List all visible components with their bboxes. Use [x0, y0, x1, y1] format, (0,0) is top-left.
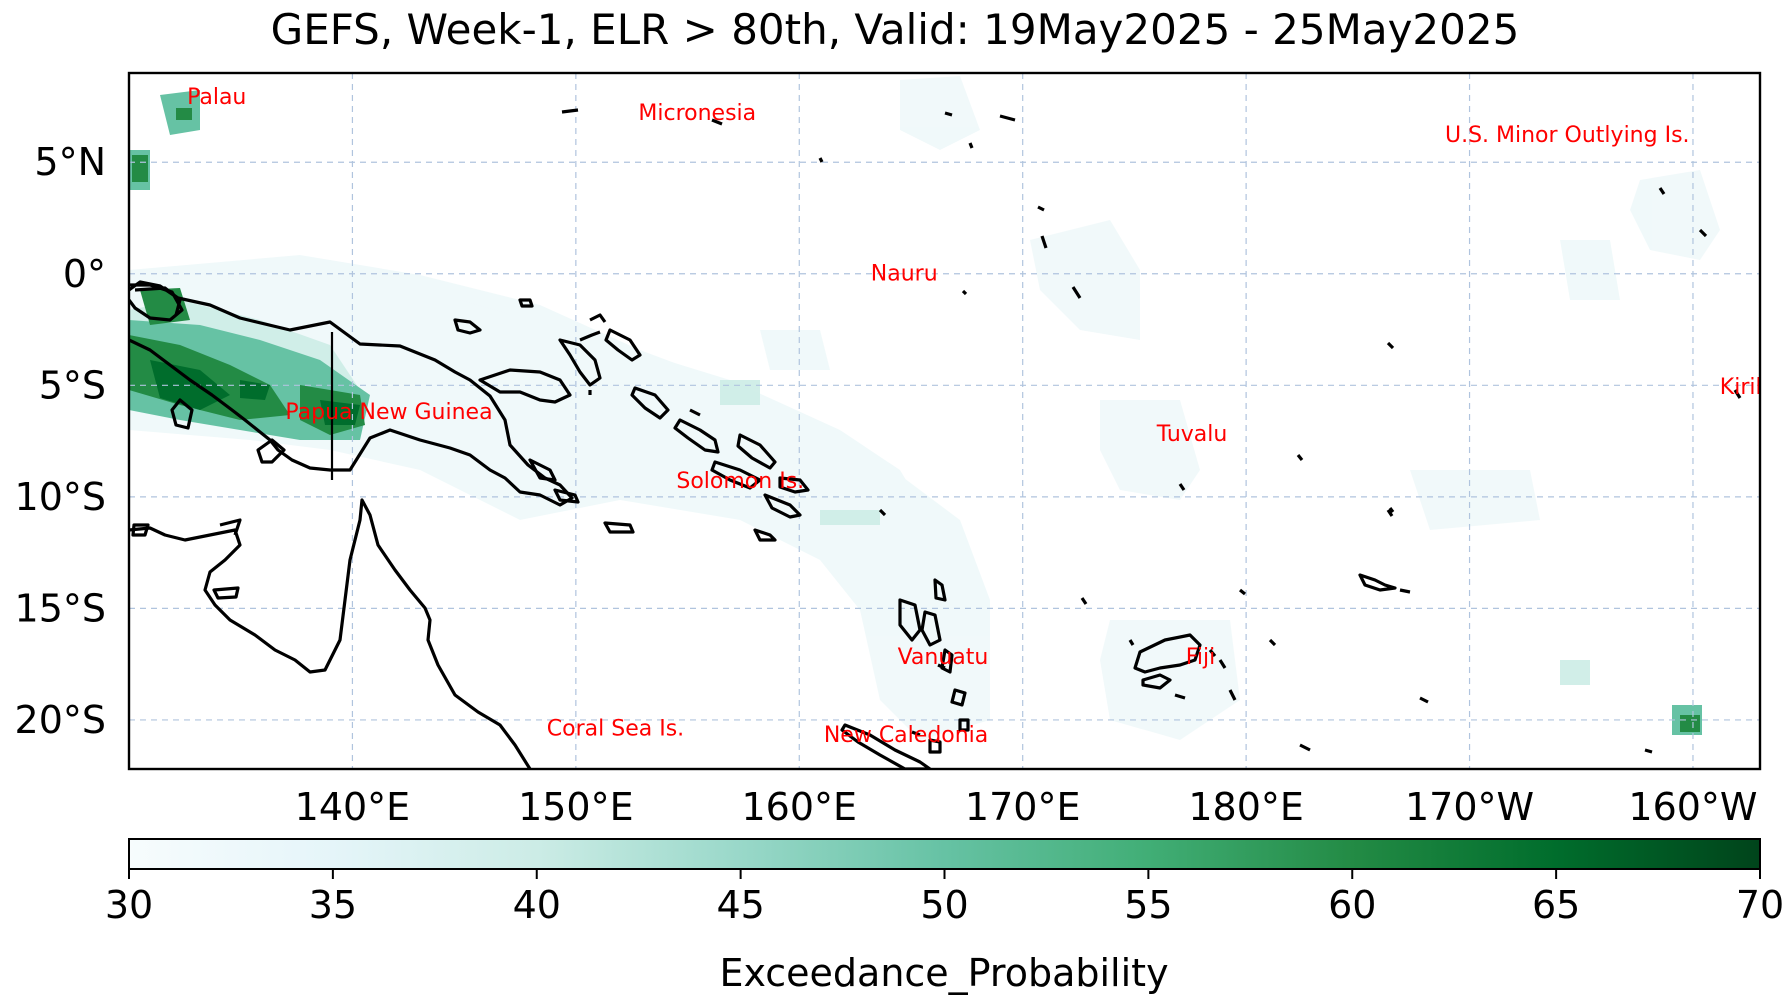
australia-coast: [129, 498, 532, 769]
country-label: Nauru: [871, 261, 938, 286]
lat-tick-label: 10°S: [15, 475, 106, 519]
colorbar-tick-label: 30: [105, 883, 153, 927]
country-label: Fiji: [1186, 645, 1215, 670]
map-title: GEFS, Week-1, ELR > 80th, Valid: 19May20…: [271, 5, 1520, 54]
colorbar-ticks: 30 35 40 45 50 55 60 65 70: [105, 869, 1784, 927]
lon-tick-label: 180°E: [1188, 785, 1304, 829]
country-label: Palau: [187, 85, 246, 110]
colorbar-tick-label: 55: [1124, 883, 1172, 927]
lat-tick-label: 20°S: [15, 698, 106, 742]
new-guinea-coast: [129, 280, 574, 507]
lat-tick-label: 0°: [63, 252, 106, 296]
latitude-labels: 5°N 0° 5°S 10°S 15°S 20°S: [15, 140, 106, 742]
country-label: Solomon Is.: [676, 469, 804, 494]
lat-tick-label: 5°S: [39, 363, 106, 407]
country-labels: Palau Micronesia U.S. Minor Outlying Is. Na…: [187, 85, 1790, 748]
country-label: Kiribati: [1720, 375, 1790, 400]
lon-tick-label: 160°W: [1628, 785, 1757, 829]
country-label: Papua New Guinea: [285, 400, 492, 425]
colorbar-tick-label: 60: [1328, 883, 1376, 927]
probability-shading-high: [129, 90, 1702, 735]
country-label: Tuvalu: [1156, 422, 1228, 447]
map-frame: [127, 71, 1762, 771]
colorbar-tick-label: 35: [309, 883, 357, 927]
map-area: Palau Micronesia U.S. Minor Outlying Is. Na…: [129, 73, 1790, 769]
fiji-coast: [1133, 633, 1202, 674]
longitude-labels: 140°E 150°E 160°E 170°E 180°E 170°W 160°W: [295, 785, 1758, 829]
colorbar-tick-label: 65: [1532, 883, 1580, 927]
colorbar-tick-label: 50: [920, 883, 968, 927]
lon-tick-label: 170°W: [1405, 785, 1534, 829]
country-label: New Caledonia: [824, 723, 988, 748]
colorbar-tick-label: 45: [716, 883, 764, 927]
country-label: Coral Sea Is.: [547, 717, 684, 742]
new-britain-coast: [478, 368, 572, 404]
bird-head-north: [134, 286, 182, 316]
graticule: [129, 73, 1760, 769]
vanuatu-coast: [898, 598, 922, 642]
colorbar-label: Exceedance_Probability: [719, 951, 1168, 995]
colorbar-tick-label: 70: [1736, 883, 1784, 927]
new-caledonia-coast: [840, 723, 932, 769]
solomon-coast: [630, 386, 670, 420]
lat-tick-label: 15°S: [15, 586, 106, 630]
colorbar-ramp: [128, 838, 1761, 870]
colorbar-tick-label: 40: [513, 883, 561, 927]
lon-tick-label: 170°E: [965, 785, 1081, 829]
lat-tick-label: 5°N: [34, 140, 106, 184]
lon-tick-label: 140°E: [295, 785, 411, 829]
colorbar: 30 35 40 45 50 55 60 65 70 Exceedance_Probabilit…: [105, 838, 1784, 995]
new-ireland-coast: [558, 338, 602, 387]
lon-tick-label: 150°E: [518, 785, 634, 829]
lon-tick-label: 160°E: [742, 785, 858, 829]
country-label: Vanuatu: [898, 645, 989, 670]
coastlines: [129, 108, 1742, 769]
country-label: Micronesia: [638, 101, 756, 126]
country-label: U.S. Minor Outlying Is.: [1445, 123, 1690, 148]
